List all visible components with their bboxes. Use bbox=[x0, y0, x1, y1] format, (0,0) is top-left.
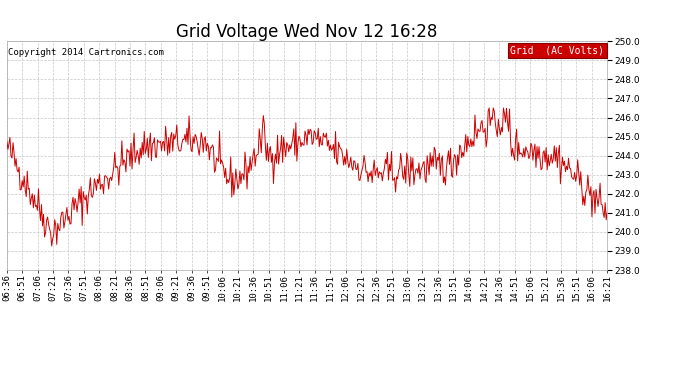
Text: Grid  (AC Volts): Grid (AC Volts) bbox=[510, 46, 604, 56]
Text: Copyright 2014 Cartronics.com: Copyright 2014 Cartronics.com bbox=[8, 48, 164, 57]
Title: Grid Voltage Wed Nov 12 16:28: Grid Voltage Wed Nov 12 16:28 bbox=[177, 23, 437, 41]
